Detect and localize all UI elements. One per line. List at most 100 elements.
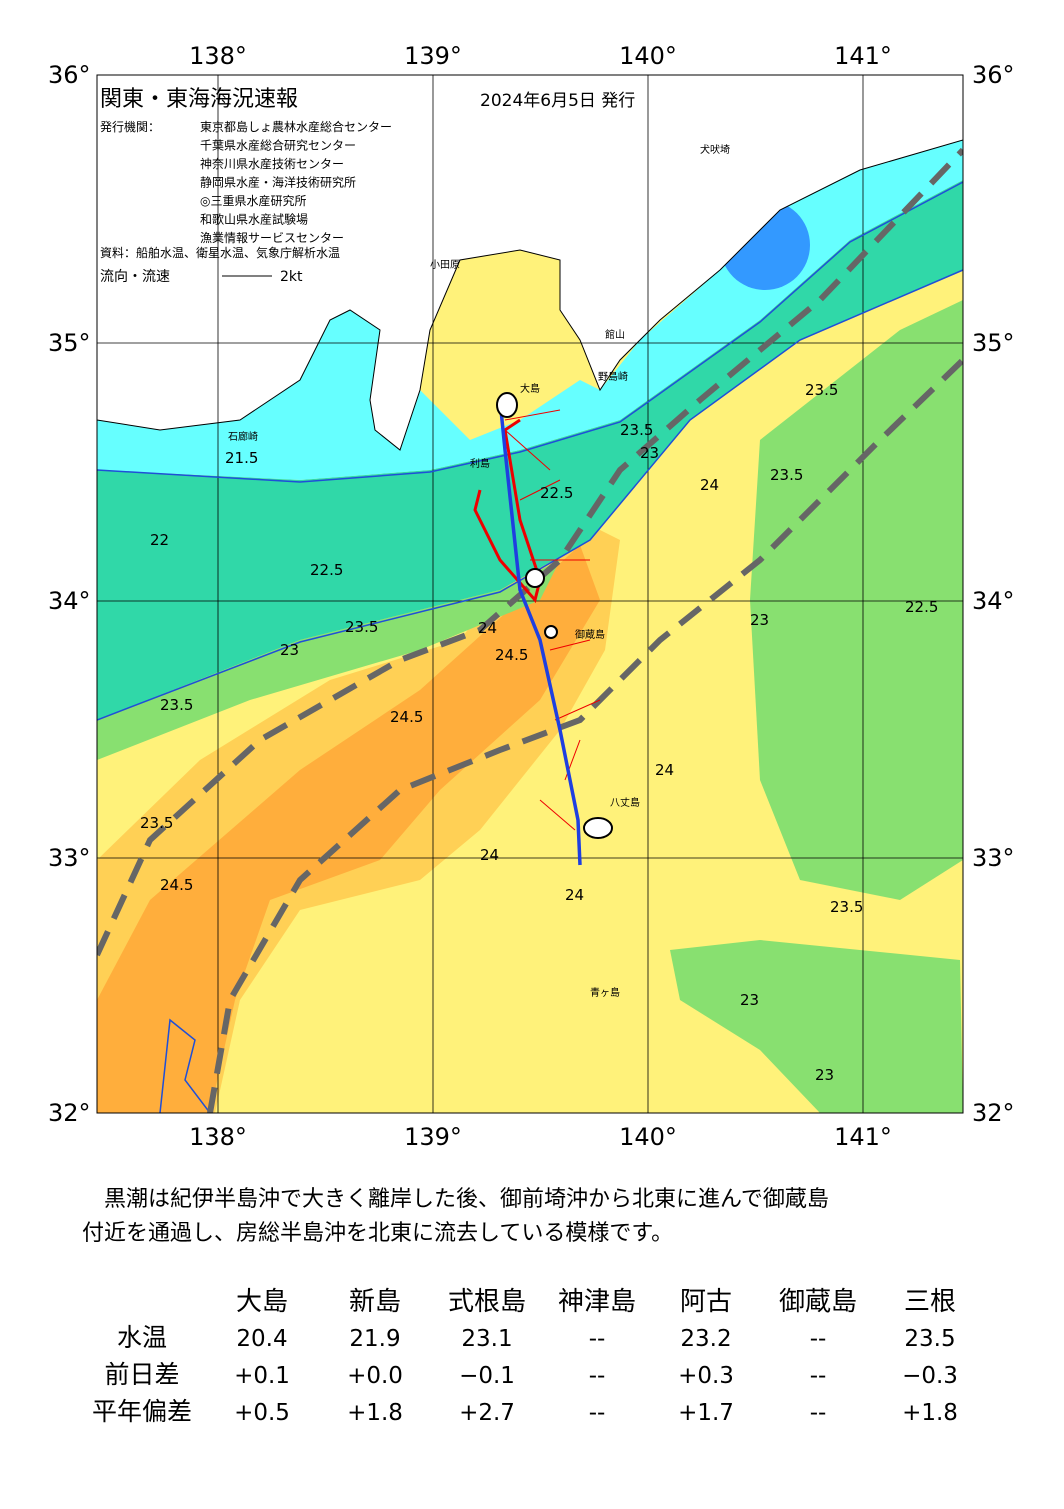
place-name: 石廊崎	[228, 430, 258, 443]
table-cell: +1.8	[347, 1400, 403, 1426]
table-cell: −0.3	[902, 1363, 958, 1389]
lat-label: 33°	[48, 844, 91, 872]
table-header: 式根島	[448, 1287, 526, 1317]
issuer: 静岡県水産・海洋技術研究所	[200, 175, 356, 190]
table-cell: +1.8	[902, 1400, 958, 1426]
lon-label: 140°	[619, 42, 677, 70]
issue-date: 2024年6月5日 発行	[480, 91, 635, 111]
issuer: ◎三重県水産研究所	[200, 193, 306, 208]
table-cell: --	[810, 1363, 827, 1389]
contour-label: 23.5	[345, 618, 378, 636]
table-header: 阿古	[680, 1287, 732, 1317]
contour-label: 24.5	[495, 646, 528, 664]
lat-label: 35°	[972, 329, 1015, 357]
contour-label: 22.5	[905, 598, 938, 616]
issuer: 和歌山県水産試験場	[200, 212, 308, 227]
contour-label: 21.5	[225, 449, 258, 467]
source: 資料：船舶水温、衛星水温、気象庁解析水温	[100, 245, 340, 260]
contour-label: 22.5	[540, 484, 573, 502]
lat-label: 33°	[972, 844, 1015, 872]
place-name: 利島	[470, 457, 490, 470]
contour-label: 23.5	[620, 421, 653, 439]
place-name: 青ヶ島	[590, 986, 620, 999]
contour-label: 24	[565, 886, 584, 904]
contour-label: 23	[280, 641, 299, 659]
issuer: 漁業情報サービスセンター	[200, 231, 344, 245]
table-cell: --	[810, 1400, 827, 1426]
table-header: 神津島	[558, 1287, 636, 1317]
lon-label: 139°	[404, 42, 462, 70]
table-cell: 23.2	[680, 1326, 731, 1352]
map-title: 関東・東海海況速報	[100, 87, 298, 112]
contour-label: 24	[655, 761, 674, 779]
lon-label: 141°	[834, 1123, 892, 1151]
contour-label: 23	[750, 611, 769, 629]
table-header: 御蔵島	[779, 1287, 857, 1317]
paragraph-line: 黒潮は紀伊半島沖で大きく離岸した後、御前埼沖から北東に進んで御蔵島	[82, 1187, 829, 1212]
contour-label: 24	[480, 846, 499, 864]
contour-label: 22.5	[310, 561, 343, 579]
place-name: 館山	[605, 328, 625, 341]
table-cell: +0.3	[678, 1363, 734, 1389]
table-cell: 23.5	[904, 1326, 955, 1352]
table-header: 三根	[904, 1287, 956, 1317]
contour-label: 23.5	[160, 696, 193, 714]
contour-label: 23.5	[770, 466, 803, 484]
table-cell: --	[589, 1363, 606, 1389]
issuer: 千葉県水産総合研究センター	[200, 138, 356, 153]
table-cell: +0.5	[234, 1400, 290, 1426]
lat-label: 34°	[972, 587, 1015, 615]
current-label: 流向・流速	[100, 269, 170, 285]
table-cell: +0.1	[234, 1363, 290, 1389]
contour-label: 24.5	[390, 708, 423, 726]
paragraph-line: 付近を通過し、房総半島沖を北東に流去している模様です。	[82, 1221, 673, 1246]
table-cell: −0.1	[459, 1363, 515, 1389]
table-cell: +0.0	[347, 1363, 403, 1389]
table-cell: --	[589, 1400, 606, 1426]
place-name: 野島崎	[598, 370, 628, 383]
lon-label: 138°	[189, 42, 247, 70]
contour-label: 24	[700, 476, 719, 494]
current-scale: 2kt	[280, 269, 303, 285]
contour-label: 24.5	[160, 876, 193, 894]
table-cell: +2.7	[459, 1400, 515, 1426]
lon-label: 139°	[404, 1123, 462, 1151]
lon-label: 138°	[189, 1123, 247, 1151]
issuer-label: 発行機関：	[100, 119, 160, 134]
lon-label: 141°	[834, 42, 892, 70]
row-label: 水温	[117, 1323, 167, 1352]
contour-label: 23	[740, 991, 759, 1009]
table-header: 大島	[236, 1287, 288, 1317]
table-cell: +1.7	[678, 1400, 734, 1426]
issuer: 東京都島しょ農林水産総合センター	[200, 119, 392, 134]
contour-label: 23	[640, 444, 659, 462]
contour-label: 24	[478, 619, 497, 637]
lat-label: 34°	[48, 587, 91, 615]
table-cell: 20.4	[236, 1326, 287, 1352]
lat-label: 36°	[972, 61, 1015, 89]
lon-label: 140°	[619, 1123, 677, 1151]
lat-label: 32°	[48, 1099, 91, 1127]
lat-label: 32°	[972, 1099, 1015, 1127]
place-name: 小田原	[430, 259, 460, 271]
map-fill	[97, 75, 963, 1113]
lat-label: 35°	[48, 329, 91, 357]
row-label: 平年偏差	[92, 1397, 192, 1426]
contour-label: 23.5	[830, 898, 863, 916]
row-label: 前日差	[104, 1360, 179, 1389]
place-name: 八丈島	[610, 796, 640, 809]
map-frame	[96, 74, 964, 1114]
table-cell: --	[589, 1326, 606, 1352]
issuer: 神奈川県水産技術センター	[200, 156, 344, 171]
table-cell: 23.1	[461, 1326, 512, 1352]
contour-label: 23.5	[140, 814, 173, 832]
contour-label: 22	[150, 531, 169, 549]
table-cell: 21.9	[349, 1326, 400, 1352]
contour-label: 23.5	[805, 381, 838, 399]
place-name: 大島	[520, 382, 540, 395]
place-name: 御蔵島	[575, 628, 605, 641]
generated: 東京都島しょ農林水産総合センター千葉県水産総合研究センター神奈川県水産技術センタ…	[48, 42, 1015, 1426]
lat-label: 36°	[48, 61, 91, 89]
contour-label: 23	[815, 1066, 834, 1084]
